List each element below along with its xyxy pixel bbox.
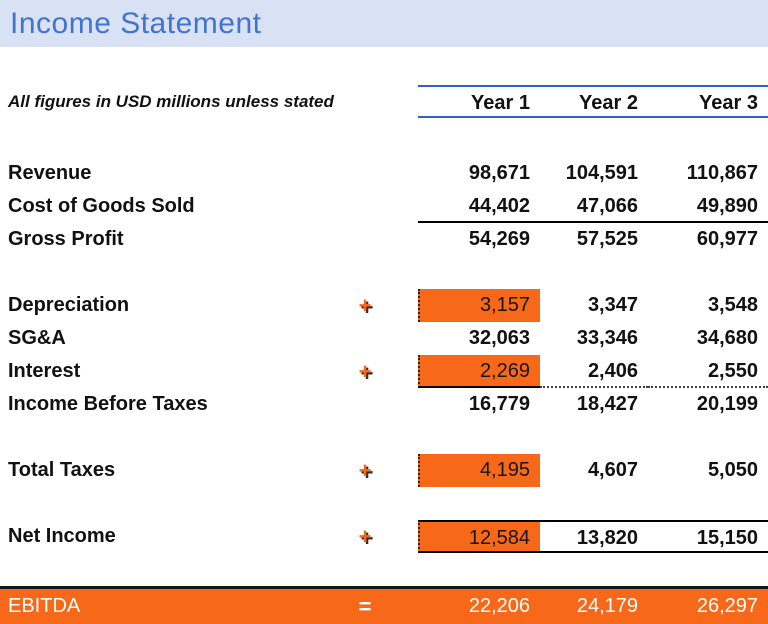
column-header-year3: Year 3 bbox=[648, 85, 768, 118]
gap bbox=[390, 223, 418, 256]
gap bbox=[390, 190, 418, 223]
spacer bbox=[0, 553, 768, 586]
gap bbox=[390, 289, 418, 322]
value-cell: 13,820 bbox=[540, 520, 648, 553]
column-header-year1: Year 1 bbox=[418, 85, 540, 118]
spacer bbox=[0, 118, 768, 157]
value-cell: 47,066 bbox=[540, 190, 648, 223]
equals-icon: = bbox=[358, 594, 372, 619]
input-cell-interest[interactable]: 2,269 bbox=[418, 355, 540, 388]
value-cell: 2,550 bbox=[648, 355, 768, 388]
row-cost-of-goods-sold: Cost of Goods Sold 44,402 47,066 49,890 bbox=[0, 190, 768, 223]
input-cell-total-taxes[interactable]: 4,195 bbox=[418, 454, 540, 487]
plus-icon: + bbox=[358, 359, 372, 384]
value-cell: 15,150 bbox=[648, 520, 768, 553]
value-cell: 2,406 bbox=[540, 355, 648, 388]
header-row: All figures in USD millions unless state… bbox=[0, 85, 768, 118]
row-label: Total Taxes bbox=[8, 459, 116, 481]
plus-icon: + bbox=[358, 458, 372, 483]
value-cell: 34,680 bbox=[696, 327, 758, 349]
row-label: Net Income bbox=[8, 525, 116, 547]
operator-cell bbox=[340, 190, 390, 223]
operator-cell bbox=[340, 388, 390, 421]
row-revenue: Revenue 98,671 104,591 110,867 bbox=[0, 157, 768, 190]
value-cell: 20,199 bbox=[696, 393, 758, 415]
value-cell: 22,206 bbox=[468, 595, 530, 617]
row-income-before-taxes: Income Before Taxes 16,779 18,427 20,199 bbox=[0, 388, 768, 421]
value-cell: 98,671 bbox=[468, 162, 530, 184]
operator-cell bbox=[340, 223, 390, 256]
value-cell: 24,179 bbox=[576, 595, 638, 617]
ebitda-total-bar: EBITDA = 22,206 24,179 26,297 bbox=[0, 586, 768, 624]
row-label: EBITDA bbox=[8, 595, 81, 617]
units-note: All figures in USD millions unless state… bbox=[8, 92, 334, 111]
value-cell: 26,297 bbox=[696, 595, 758, 617]
operator-cell bbox=[340, 322, 390, 355]
value-cell: 44,402 bbox=[418, 190, 540, 223]
value-cell: 5,050 bbox=[707, 459, 758, 481]
input-cell-net-income[interactable]: 12,584 bbox=[418, 520, 540, 553]
column-header-year2: Year 2 bbox=[540, 85, 648, 118]
plus-icon: + bbox=[358, 293, 372, 318]
value-cell: 18,427 bbox=[576, 393, 638, 415]
row-depreciation: Depreciation + 3,157 3,347 3,548 bbox=[0, 289, 768, 322]
plus-icon: + bbox=[358, 524, 372, 549]
value-cell: 32,063 bbox=[468, 327, 530, 349]
gap bbox=[390, 322, 418, 355]
value-cell: 3,548 bbox=[707, 294, 758, 316]
value-cell: 33,346 bbox=[576, 327, 638, 349]
value-cell: 60,977 bbox=[696, 228, 758, 250]
gap bbox=[390, 520, 418, 553]
value-cell: 57,525 bbox=[576, 228, 638, 250]
spacer bbox=[0, 421, 768, 454]
value-cell: 54,269 bbox=[468, 228, 530, 250]
title-bar: Income Statement bbox=[0, 0, 768, 47]
row-label: Gross Profit bbox=[8, 228, 124, 250]
row-label: Cost of Goods Sold bbox=[8, 195, 195, 217]
value-cell: 104,591 bbox=[565, 162, 638, 184]
row-label: Income Before Taxes bbox=[8, 393, 208, 415]
value-cell: 110,867 bbox=[686, 162, 758, 184]
gap bbox=[390, 157, 418, 190]
spacer bbox=[0, 487, 768, 520]
gap bbox=[390, 388, 418, 421]
value-cell: 16,779 bbox=[468, 393, 530, 415]
row-label: SG&A bbox=[8, 327, 66, 349]
row-interest: Interest + 2,269 2,406 2,550 bbox=[0, 355, 768, 388]
gap bbox=[390, 454, 418, 487]
gap bbox=[390, 355, 418, 388]
page-title: Income Statement bbox=[10, 6, 262, 40]
input-cell-depreciation[interactable]: 3,157 bbox=[418, 289, 540, 322]
row-label: Revenue bbox=[8, 162, 92, 184]
spacer bbox=[0, 47, 768, 85]
row-net-income: Net Income + 12,584 13,820 15,150 bbox=[0, 520, 768, 553]
value-cell: 49,890 bbox=[648, 190, 768, 223]
row-label: Depreciation bbox=[8, 294, 130, 316]
gap bbox=[390, 589, 418, 624]
value-cell: 3,347 bbox=[587, 294, 638, 316]
row-total-taxes: Total Taxes + 4,195 4,607 5,050 bbox=[0, 454, 768, 487]
value-cell: 4,607 bbox=[587, 459, 638, 481]
row-sga: SG&A 32,063 33,346 34,680 bbox=[0, 322, 768, 355]
operator-cell bbox=[340, 157, 390, 190]
spacer bbox=[0, 256, 768, 289]
row-label: Interest bbox=[8, 360, 81, 382]
row-gross-profit: Gross Profit 54,269 57,525 60,977 bbox=[0, 223, 768, 256]
